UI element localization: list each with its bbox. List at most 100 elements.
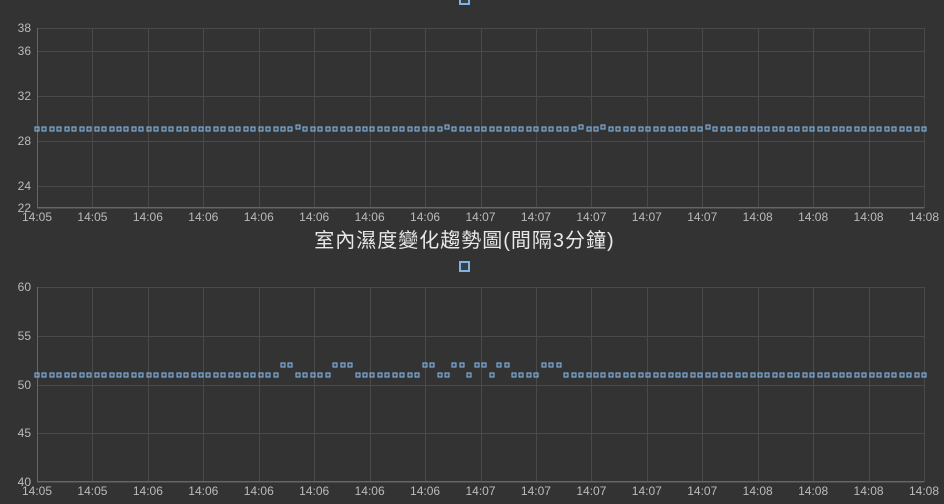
chart2-plot: 4045505560 14:0514:0514:0614:0614:0614:0… — [37, 287, 924, 482]
grid-line-vertical — [203, 287, 204, 482]
data-marker — [295, 372, 300, 377]
y-tick-label: 50 — [18, 378, 31, 392]
data-marker — [840, 127, 845, 132]
data-marker — [131, 372, 136, 377]
data-marker — [295, 125, 300, 130]
data-marker — [422, 127, 427, 132]
y-tick-label: 60 — [18, 280, 31, 294]
data-marker — [131, 127, 136, 132]
data-marker — [340, 127, 345, 132]
data-marker — [198, 127, 203, 132]
grid-line-vertical — [702, 287, 703, 482]
data-marker — [713, 127, 718, 132]
data-marker — [884, 372, 889, 377]
data-marker — [802, 372, 807, 377]
grid-line-vertical — [370, 28, 371, 208]
x-tick-label: 14:05 — [77, 484, 107, 498]
data-marker — [922, 127, 927, 132]
data-marker — [459, 363, 464, 368]
data-marker — [795, 127, 800, 132]
data-marker — [228, 372, 233, 377]
data-marker — [236, 127, 241, 132]
data-marker — [512, 127, 517, 132]
chart2-y-axis-line — [37, 287, 38, 482]
data-marker — [676, 372, 681, 377]
x-tick-label: 14:06 — [299, 484, 329, 498]
data-marker — [474, 363, 479, 368]
data-marker — [362, 127, 367, 132]
chart2-legend — [5, 259, 924, 279]
data-marker — [154, 372, 159, 377]
data-marker — [79, 372, 84, 377]
grid-line-vertical — [203, 28, 204, 208]
data-marker — [892, 127, 897, 132]
data-marker — [810, 127, 815, 132]
grid-line-vertical — [758, 28, 759, 208]
data-marker — [862, 372, 867, 377]
data-marker — [325, 127, 330, 132]
data-marker — [430, 127, 435, 132]
data-marker — [430, 363, 435, 368]
data-marker — [161, 372, 166, 377]
chart1-plot: 222428323638 14:0514:0514:0614:0614:0614… — [37, 28, 924, 208]
data-marker — [273, 372, 278, 377]
data-marker — [184, 372, 189, 377]
data-marker — [243, 127, 248, 132]
data-marker — [877, 127, 882, 132]
data-marker — [623, 372, 628, 377]
data-marker — [102, 372, 107, 377]
data-marker — [124, 372, 129, 377]
data-marker — [534, 372, 539, 377]
data-marker — [847, 372, 852, 377]
data-marker — [608, 372, 613, 377]
data-marker — [87, 127, 92, 132]
data-marker — [907, 372, 912, 377]
data-marker — [444, 372, 449, 377]
data-marker — [713, 372, 718, 377]
x-tick-label: 14:06 — [188, 484, 218, 498]
data-marker — [258, 127, 263, 132]
data-marker — [705, 372, 710, 377]
data-marker — [579, 372, 584, 377]
x-tick-label: 14:05 — [22, 484, 52, 498]
data-marker — [64, 372, 69, 377]
data-marker — [914, 372, 919, 377]
data-marker — [571, 127, 576, 132]
data-marker — [318, 372, 323, 377]
data-marker — [922, 372, 927, 377]
data-marker — [847, 127, 852, 132]
humidity-chart: 室內濕度變化趨勢圖(間隔3分鐘) 4045505560 14:0514:0514… — [0, 210, 944, 500]
data-marker — [594, 372, 599, 377]
data-marker — [49, 127, 54, 132]
data-marker — [795, 372, 800, 377]
x-tick-label: 14:06 — [244, 484, 274, 498]
data-marker — [728, 127, 733, 132]
data-marker — [385, 372, 390, 377]
data-marker — [213, 127, 218, 132]
data-marker — [854, 372, 859, 377]
data-marker — [653, 372, 658, 377]
data-marker — [116, 127, 121, 132]
data-marker — [444, 125, 449, 130]
data-marker — [370, 127, 375, 132]
data-marker — [206, 372, 211, 377]
data-marker — [251, 372, 256, 377]
data-marker — [400, 127, 405, 132]
grid-line-vertical — [314, 28, 315, 208]
grid-line-vertical — [591, 287, 592, 482]
grid-line-vertical — [259, 287, 260, 482]
data-marker — [735, 127, 740, 132]
data-marker — [57, 372, 62, 377]
data-marker — [35, 372, 40, 377]
y-tick-label: 38 — [18, 21, 31, 35]
data-marker — [467, 372, 472, 377]
data-marker — [482, 363, 487, 368]
grid-line-horizontal — [37, 208, 924, 209]
data-marker — [340, 363, 345, 368]
data-marker — [571, 372, 576, 377]
data-marker — [310, 127, 315, 132]
data-marker — [415, 372, 420, 377]
data-marker — [348, 127, 353, 132]
data-marker — [355, 372, 360, 377]
grid-line-vertical — [481, 28, 482, 208]
